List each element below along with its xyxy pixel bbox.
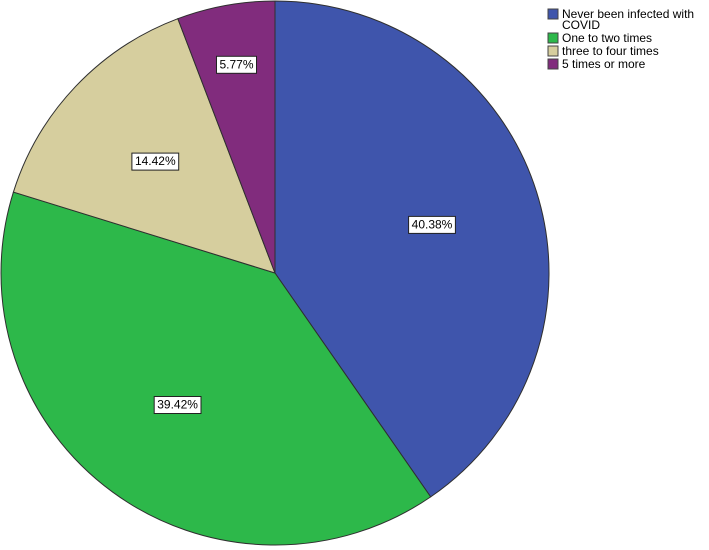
data-label-box — [153, 396, 202, 414]
legend-swatch — [547, 58, 559, 70]
legend-swatch — [547, 45, 559, 57]
data-label-1: 40.38% — [408, 215, 456, 234]
data-label-text: 40.38% — [412, 217, 453, 231]
legend-swatch — [547, 32, 559, 44]
legend-item-4: 5 times or more — [547, 57, 646, 71]
legend-label: Never been infected with — [562, 7, 694, 21]
legend-label: One to two times — [562, 31, 652, 45]
data-label-4: 5.77% — [216, 55, 257, 74]
data-label-3: 14.42% — [131, 152, 180, 171]
data-label-box — [131, 152, 180, 171]
data-label-box — [408, 215, 456, 234]
data-label-text: 5.77% — [219, 57, 253, 71]
legend-label: 5 times or more — [562, 57, 646, 71]
legend-item-2: One to two times — [547, 31, 652, 45]
data-label-box — [216, 55, 257, 74]
legend-swatch — [547, 8, 559, 20]
pie-slice-2 — [0, 191, 432, 546]
legend-label: three to four times — [562, 44, 659, 58]
data-label-2: 39.42% — [153, 396, 202, 414]
pie-slice-1 — [274, 0, 550, 498]
data-label-text: 14.42% — [135, 154, 176, 168]
pie-data-labels: 40.38% 39.42% 14.42% 5.77% — [131, 55, 456, 414]
pie-slices — [0, 0, 550, 546]
legend-item-3: three to four times — [547, 44, 659, 58]
legend-label: COVID — [562, 18, 600, 32]
pie-slice-3 — [12, 18, 276, 274]
data-label-text: 39.42% — [157, 398, 198, 412]
